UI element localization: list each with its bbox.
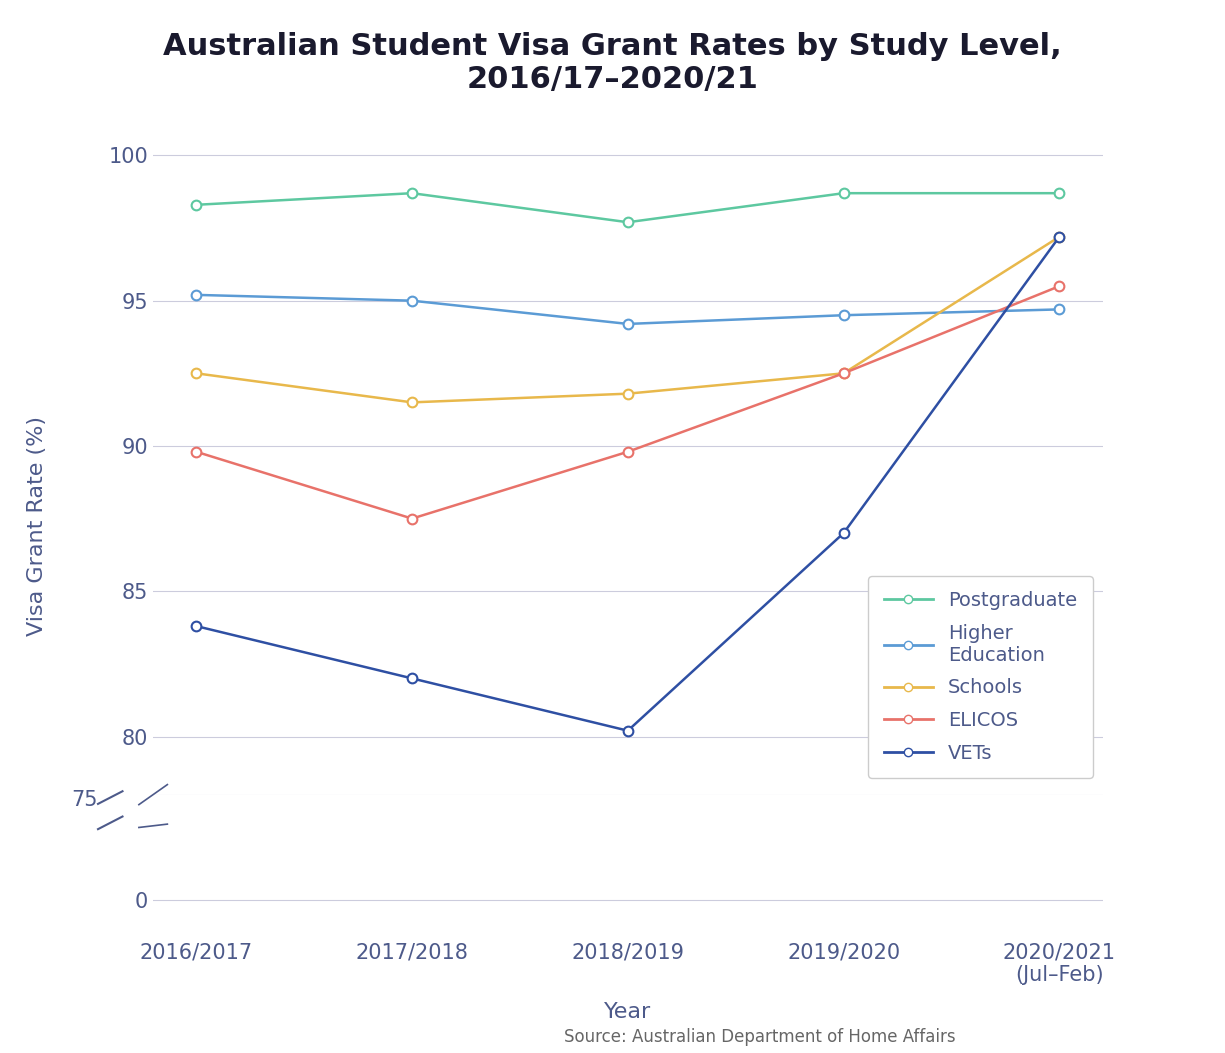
X-axis label: Year: Year (604, 1001, 652, 1021)
Text: 75: 75 (71, 790, 98, 810)
Legend: Postgraduate, Higher
Education, Schools, ELICOS, VETs: Postgraduate, Higher Education, Schools,… (869, 576, 1093, 778)
Text: Source: Australian Department of Home Affairs: Source: Australian Department of Home Af… (564, 1029, 956, 1047)
Text: Australian Student Visa Grant Rates by Study Level,
2016/17–2020/21: Australian Student Visa Grant Rates by S… (163, 32, 1062, 94)
Text: Visa Grant Rate (%): Visa Grant Rate (%) (27, 417, 47, 636)
